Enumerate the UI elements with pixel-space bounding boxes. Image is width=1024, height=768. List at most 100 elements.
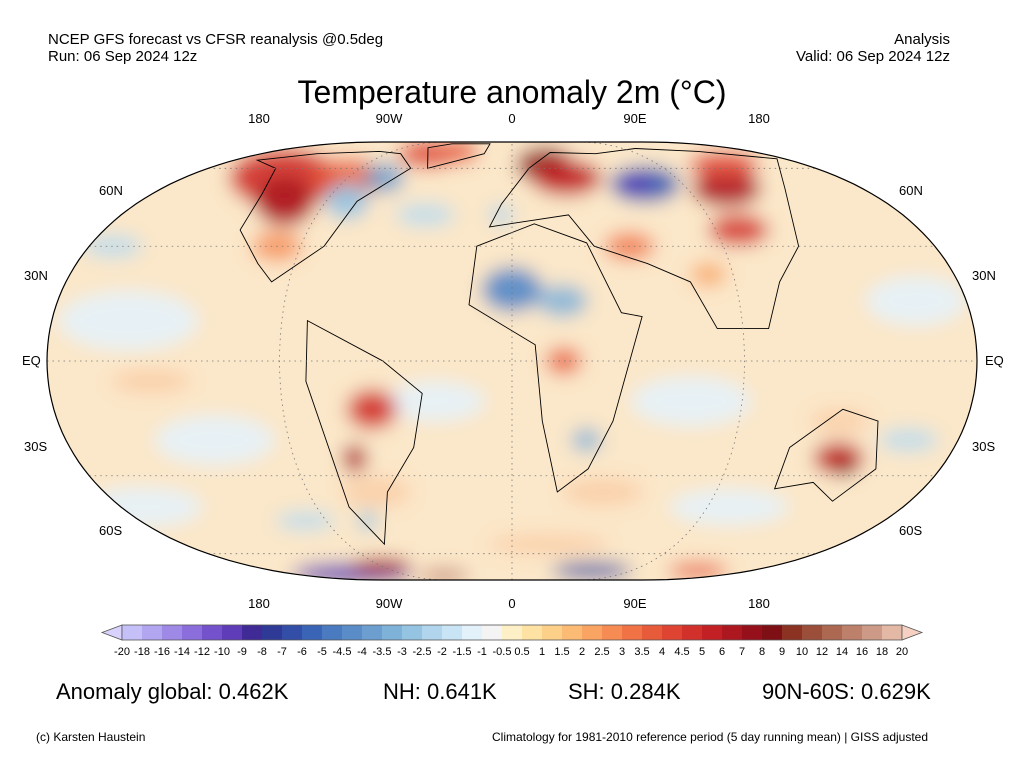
- anomaly-patch: [488, 534, 609, 555]
- map-title: Temperature anomaly 2m (°C): [297, 74, 727, 110]
- colorbar-tick-label: -1.5: [452, 646, 472, 658]
- anomaly-patch: [364, 162, 405, 193]
- colorbar-tick-label: 4.5: [674, 646, 690, 658]
- analysis-label: Analysis: [894, 31, 950, 48]
- anomaly-patch: [312, 157, 383, 198]
- lon-label-90e-bottom: 90E: [623, 596, 647, 611]
- anomaly-patch: [562, 478, 643, 507]
- anomaly-patch: [810, 409, 871, 434]
- lat-label-60s-left: 60S: [99, 523, 123, 538]
- arctic-anomaly-stat: 90N-60S: 0.629K: [762, 679, 931, 704]
- lon-label-90e-top: 90E: [623, 111, 647, 126]
- colorbar-tick-label: 1.5: [554, 646, 570, 658]
- anomaly-patch: [551, 562, 632, 579]
- anomaly-patch: [342, 444, 367, 473]
- colorbar-tick-label: 9: [778, 646, 786, 658]
- anomaly-patch: [395, 202, 456, 227]
- lat-label-60n-right: 60N: [899, 183, 923, 198]
- anomaly-patch: [531, 159, 602, 196]
- colorbar-tick-label: 0.5: [514, 646, 530, 658]
- colorbar-tick-label: 12: [815, 646, 829, 658]
- lon-label-90w-bottom: 90W: [375, 596, 403, 611]
- longitude-gridline: [576, 142, 745, 580]
- colorbar-tick-label: 3: [618, 646, 626, 658]
- lat-label-60n-left: 60N: [99, 183, 123, 198]
- colorbar-tick-label: -20: [114, 646, 130, 658]
- lon-label-180w-bottom: 180: [248, 596, 270, 611]
- anomaly-patch: [58, 290, 199, 351]
- lat-label-60s-right: 60S: [899, 523, 923, 538]
- anomaly-patch: [324, 183, 369, 220]
- colorbar-tick-label: -3.5: [372, 646, 392, 658]
- colorbar-tick-label: -2: [437, 646, 447, 658]
- global-anomaly-stat: Anomaly global: 0.462K: [56, 679, 289, 704]
- anomaly-patch: [482, 267, 542, 312]
- anomaly-patch: [418, 567, 469, 580]
- anomaly-patch: [865, 275, 966, 326]
- lon-label-180w-top: 180: [248, 111, 270, 126]
- coastline: [773, 408, 879, 502]
- colorbar-tick-label: 20: [895, 646, 909, 658]
- run-time-label: Run: 06 Sep 2024 12z: [48, 48, 198, 65]
- colorbar-tick-label: 2.5: [594, 646, 610, 658]
- colorbar-tick-label: -14: [174, 646, 190, 658]
- coastline: [468, 223, 643, 493]
- coastline: [488, 148, 800, 330]
- anomaly-patch: [385, 381, 486, 422]
- colorbar-tick-label: -4.5: [332, 646, 352, 658]
- colorbar-tick-label: -4: [357, 646, 367, 658]
- colorbar-tick-label: 18: [875, 646, 889, 658]
- colorbar-tick-label: -8: [257, 646, 267, 658]
- colorbar-tick-label: 5: [698, 646, 706, 658]
- colorbar-tick-label: 14: [835, 646, 849, 658]
- colorbar-tick-label: 10: [795, 646, 809, 658]
- anomaly-field: [47, 142, 977, 580]
- anomaly-patch: [571, 428, 602, 453]
- colorbar-tick-label: -2.5: [412, 646, 432, 658]
- anomaly-patch: [669, 489, 790, 526]
- colorbar-tick-label: 2: [578, 646, 586, 658]
- anomaly-patch: [617, 174, 654, 195]
- colorbar-tick-label: 3.5: [634, 646, 650, 658]
- anomaly-patch: [537, 284, 588, 317]
- model-source-label: NCEP GFS forecast vs CFSR reanalysis @0.…: [48, 31, 384, 48]
- lat-label-30n-left: 30N: [24, 268, 48, 283]
- lat-label-30n-right: 30N: [972, 268, 996, 283]
- anomaly-patch: [835, 460, 856, 477]
- valid-time-label: Valid: 06 Sep 2024 12z: [795, 48, 950, 65]
- colorbar-tick-label: -6: [297, 646, 307, 658]
- anomaly-patch: [351, 557, 412, 574]
- anomaly-patch: [527, 150, 552, 167]
- lon-label-180e-top: 180: [748, 111, 770, 126]
- anomaly-patch: [357, 510, 378, 531]
- colorbar-tick-label: -3: [397, 646, 407, 658]
- anomaly-patch: [489, 204, 514, 225]
- colorbar-tick-label: 4: [658, 646, 666, 658]
- credit-label: (c) Karsten Haustein: [36, 730, 146, 744]
- colorbar-tick-label: 1: [538, 646, 546, 658]
- lon-label-0-bottom: 0: [508, 596, 516, 611]
- anomaly-patch: [111, 369, 192, 394]
- colorbar-tick-label: -1: [477, 646, 487, 658]
- anomaly-patch: [630, 376, 751, 427]
- colorbar-tick-label: -12: [194, 646, 210, 658]
- anomaly-patch: [275, 510, 336, 531]
- globe-outline: [46, 141, 978, 581]
- anomaly-patch: [689, 150, 760, 179]
- coastline: [239, 150, 412, 283]
- colorbar-tick-label: -18: [134, 646, 150, 658]
- colorbar-tick-label: -7: [277, 646, 287, 658]
- lat-label-eq-right: EQ: [985, 353, 1004, 368]
- lon-label-180e-bottom: 180: [748, 596, 770, 611]
- lon-label-0-top: 0: [508, 111, 516, 126]
- colorbar-tick-label: 16: [855, 646, 869, 658]
- nh-anomaly-stat: NH: 0.641K: [383, 679, 497, 704]
- coastline: [305, 319, 423, 546]
- climatology-note: Climatology for 1981-2010 reference peri…: [492, 730, 929, 744]
- colorbar-tick-label: -0.5: [492, 646, 512, 658]
- anomaly-patch: [545, 347, 582, 375]
- lat-label-eq-left: EQ: [22, 353, 41, 368]
- anomaly-patch: [668, 562, 729, 579]
- colorbar-tick-label: 7: [738, 646, 746, 658]
- anomaly-patch: [347, 389, 398, 430]
